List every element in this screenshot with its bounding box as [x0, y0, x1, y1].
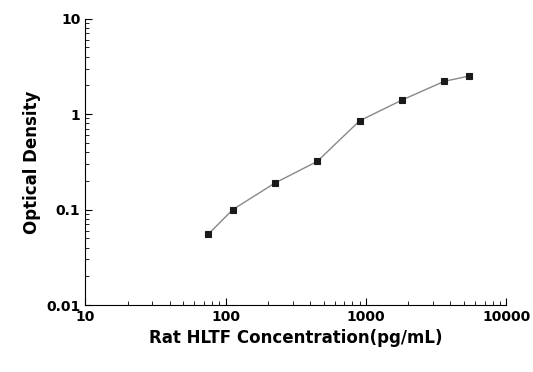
X-axis label: Rat HLTF Concentration(pg/mL): Rat HLTF Concentration(pg/mL)	[149, 330, 442, 347]
Y-axis label: Optical Density: Optical Density	[22, 90, 41, 234]
